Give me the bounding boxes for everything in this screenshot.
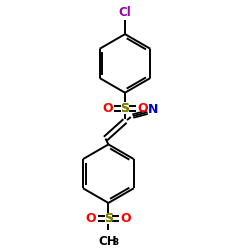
- Text: N: N: [148, 103, 158, 116]
- Text: S: S: [104, 212, 113, 225]
- Text: O: O: [102, 102, 113, 115]
- Text: Cl: Cl: [119, 6, 132, 18]
- Text: O: O: [86, 212, 96, 225]
- Text: O: O: [121, 212, 131, 225]
- Text: CH: CH: [98, 235, 117, 248]
- Text: 3: 3: [112, 238, 118, 247]
- Text: S: S: [120, 102, 130, 115]
- Text: S: S: [104, 212, 113, 225]
- Text: O: O: [137, 102, 148, 115]
- Text: S: S: [120, 102, 130, 115]
